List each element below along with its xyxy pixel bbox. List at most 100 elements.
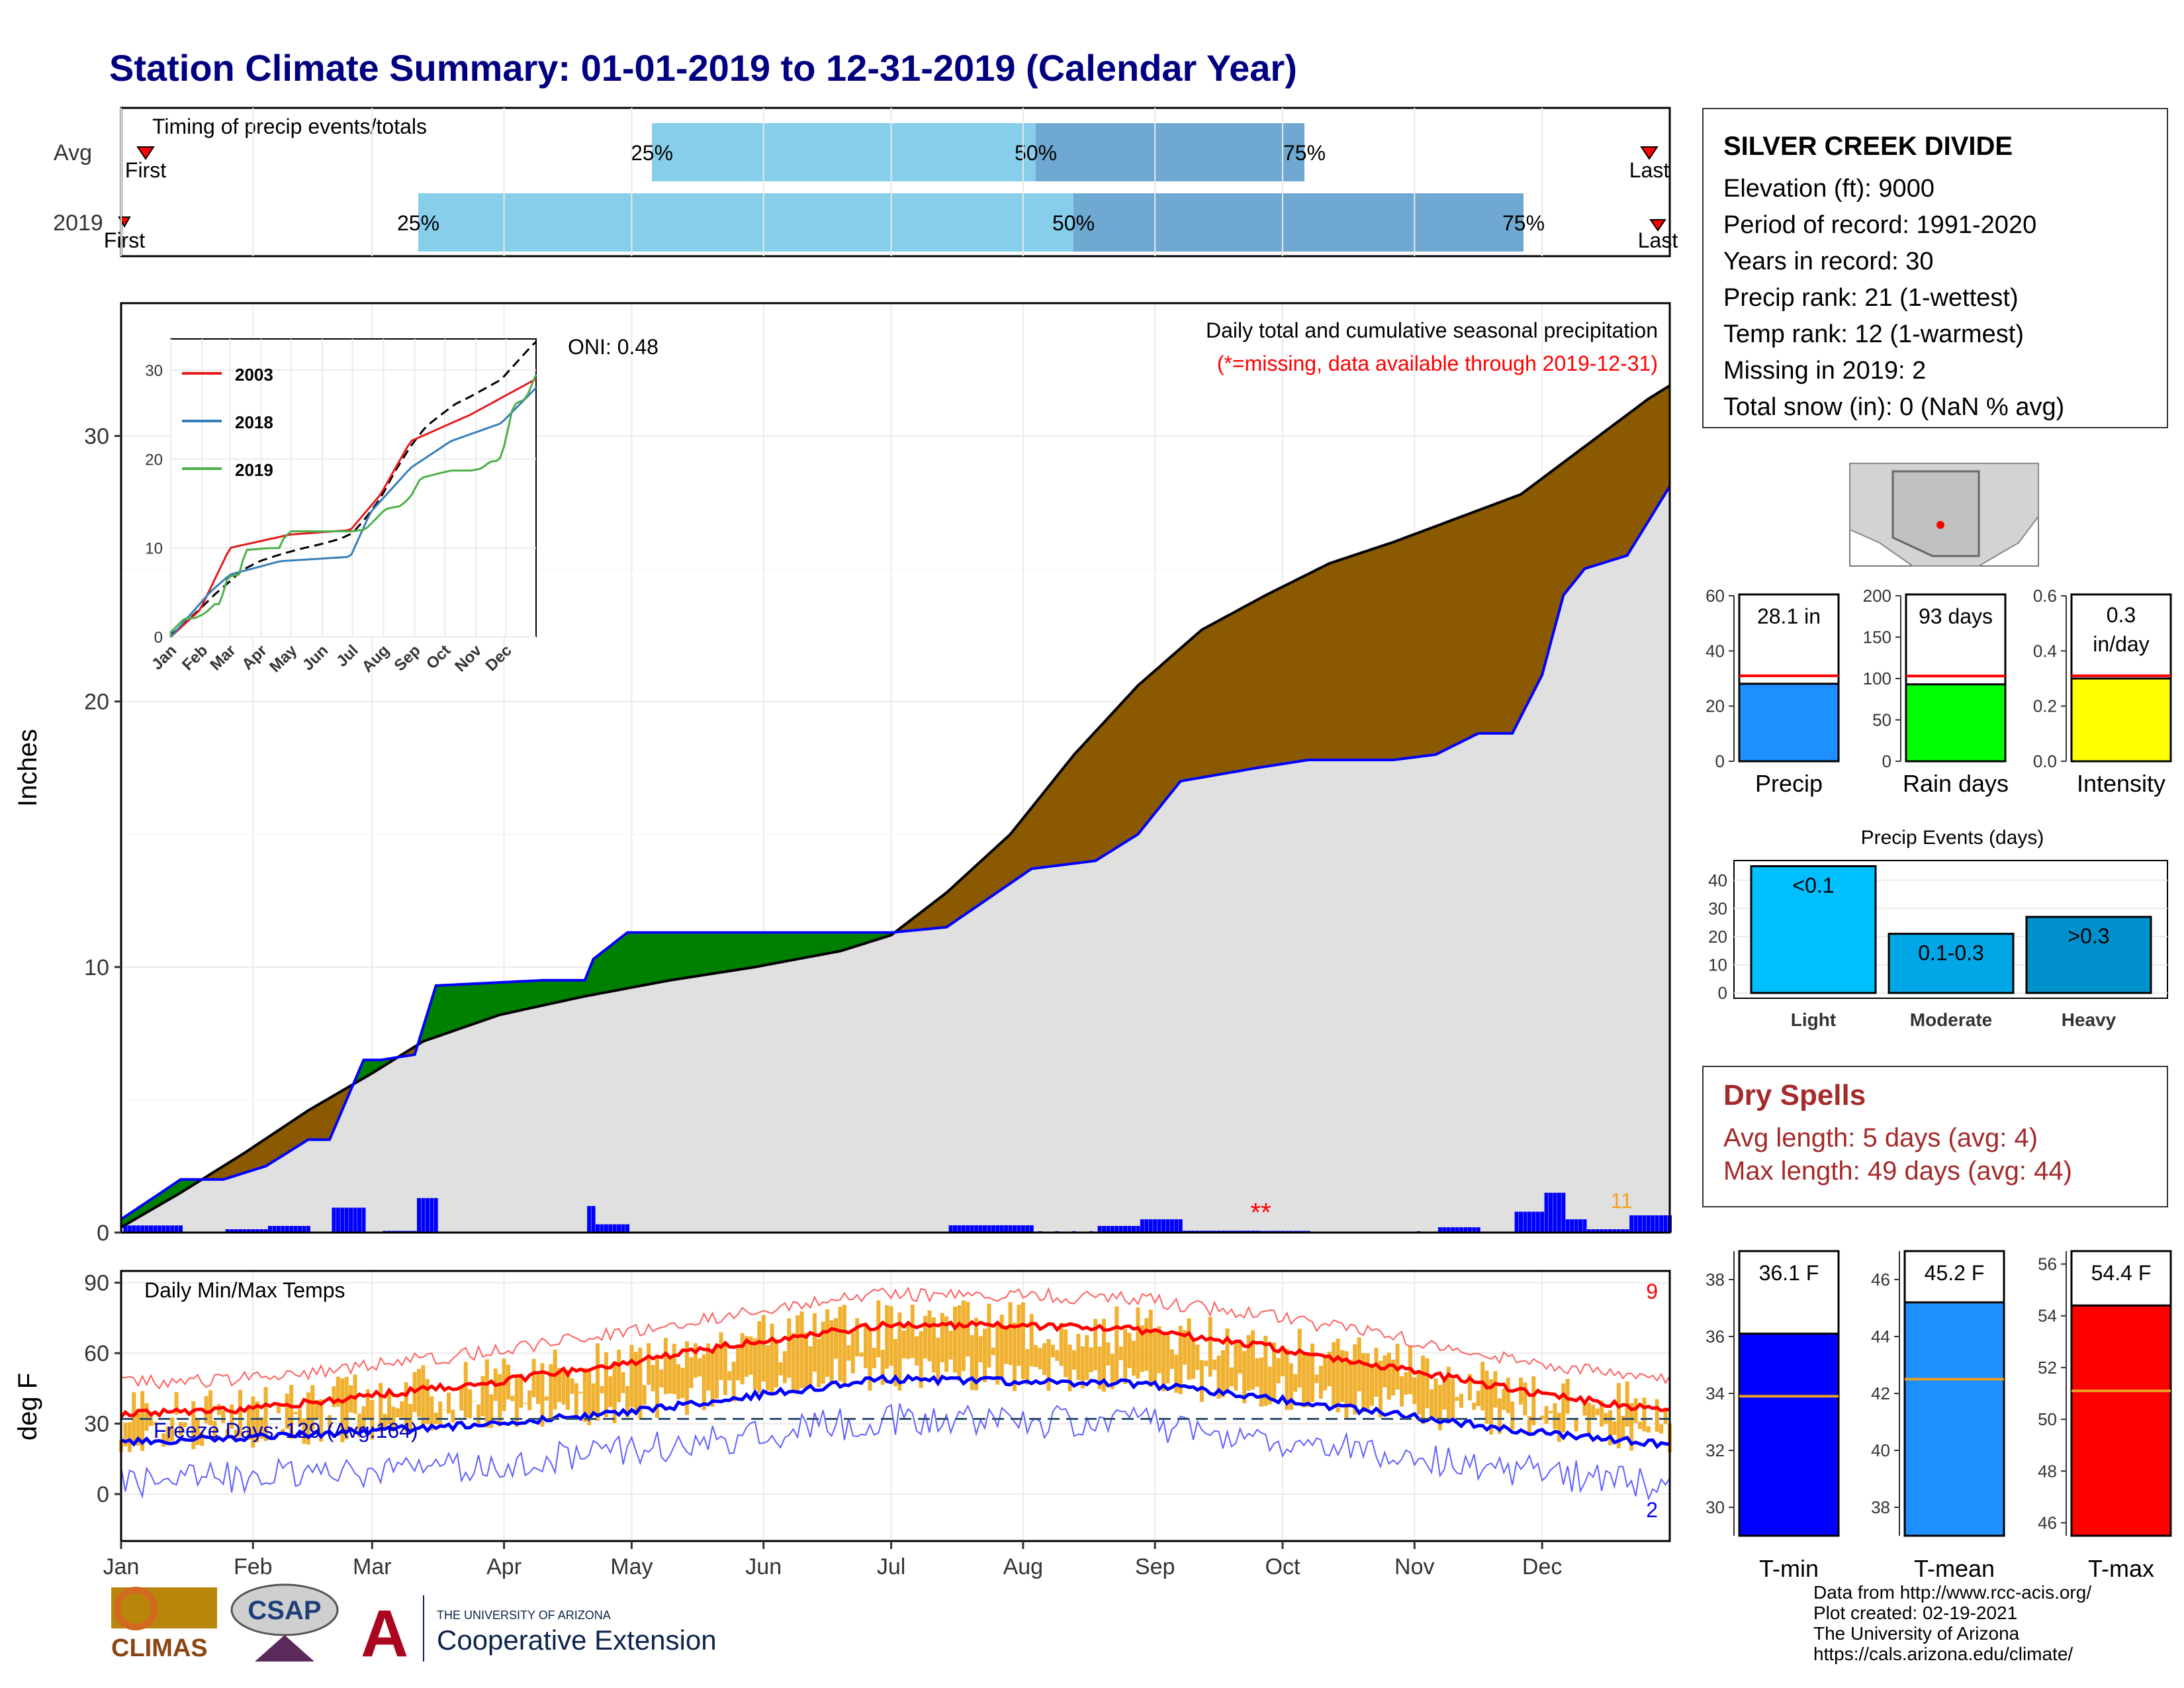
daily-precip-bar (999, 1225, 1004, 1233)
events-bar-label: <0.1 (1792, 874, 1834, 898)
temp-y-tick-label: 0 (97, 1482, 109, 1507)
daily-temp-bar (527, 1390, 532, 1411)
daily-temp-bar (1540, 1415, 1545, 1420)
daily-temp-bar (451, 1409, 455, 1423)
daily-temp-bar (868, 1331, 872, 1391)
daily-temp-bar (629, 1344, 634, 1407)
daily-temp-bar (1353, 1344, 1357, 1415)
daily-temp-bar (183, 1422, 187, 1427)
summary-category-label: Precip (1755, 770, 1823, 797)
avg-max-line (120, 1319, 1670, 1419)
daily-temp-bar (719, 1332, 723, 1380)
daily-precip-bar (1616, 1229, 1621, 1233)
legend-2018: 2018 (235, 412, 273, 432)
daily-temp-bar (1400, 1376, 1404, 1407)
daily-temp-bar (1153, 1330, 1158, 1383)
y2019-p50: 50% (1052, 211, 1095, 235)
events-tick-label: 10 (1708, 955, 1727, 974)
daily-precip-bar (251, 1229, 255, 1233)
events-category-label: Heavy (2062, 1009, 2116, 1030)
freeze-days: Freeze Days: 129 (Avg:164) (154, 1419, 418, 1442)
record-low-line (120, 1403, 1670, 1501)
daily-temp-bar (191, 1401, 196, 1450)
daily-precip-bar (1451, 1227, 1455, 1233)
dry-spells-title: Dry Spells (1723, 1079, 1866, 1111)
daily-temp-bar (161, 1433, 166, 1447)
summary-tick-label: 40 (1706, 641, 1725, 661)
daily-precip-bar (425, 1197, 430, 1233)
dry-spells-box: Dry Spells Avg length: 5 days (avg: 4) M… (1702, 1066, 2168, 1207)
daily-temp-bar (1110, 1354, 1115, 1389)
daily-temp-bar (379, 1383, 383, 1432)
daily-precip-bar (1663, 1215, 1668, 1233)
daily-temp-bar (561, 1367, 566, 1405)
daily-temp-bar (1642, 1397, 1647, 1432)
daily-temp-bar (1161, 1335, 1165, 1391)
daily-temp-bar (1361, 1353, 1366, 1413)
daily-temp-bar (889, 1306, 893, 1366)
daily-temp-bar (1191, 1341, 1195, 1380)
daily-precip-bar (165, 1225, 170, 1233)
daily-temp-bar (1267, 1366, 1272, 1405)
daily-precip-bar (1544, 1192, 1549, 1233)
daily-temp-bar (480, 1376, 485, 1417)
daily-temp-bar (885, 1305, 889, 1369)
daily-temp-bar (200, 1432, 205, 1446)
daily-precip-bar (344, 1207, 349, 1233)
daily-temp-bar (179, 1422, 183, 1436)
timing-label: Timing of precip events/totals (152, 115, 427, 138)
daily-temp-bar (344, 1377, 349, 1440)
daily-precip-bar (174, 1225, 179, 1233)
events-bar (1888, 933, 2015, 994)
daily-temp-bar (1102, 1319, 1106, 1392)
avg-last-label: Last (1629, 158, 1670, 182)
daily-temp-bar (1383, 1355, 1387, 1387)
daily-temp-bar (1306, 1354, 1310, 1407)
daily-temp-bar (966, 1301, 970, 1357)
daily-temp-bar (489, 1394, 494, 1429)
daily-precip-bar (140, 1225, 145, 1233)
temp-count-top: 9 (1646, 1280, 1658, 1303)
daily-temp-bar (557, 1368, 562, 1402)
daily-temp-bar (1055, 1350, 1060, 1361)
daily-temp-bar (582, 1368, 587, 1423)
daily-temp-bar (1178, 1325, 1183, 1395)
daily-temp-bar (1340, 1350, 1344, 1402)
daily-temp-bar (1638, 1421, 1642, 1429)
precip-events-chart: Precip Events (days) 0 10 20 30 40 <0.1 Light 0.… (1708, 827, 2168, 1030)
daily-temp-bar (281, 1429, 285, 1434)
daily-precip-bar (238, 1229, 242, 1233)
missing-marker: ** (1250, 1198, 1271, 1227)
y2019-last-marker (1649, 219, 1666, 232)
precip-frame (120, 302, 1671, 1234)
daily-temp-bar (638, 1347, 643, 1420)
daily-precip-bar (1527, 1211, 1531, 1233)
daily-temp-bar (1412, 1377, 1417, 1405)
daily-precip-bar (161, 1225, 166, 1233)
daily-temp-bar (1370, 1364, 1374, 1406)
daily-precip-bar (957, 1225, 962, 1233)
precip-y-axis: 0 10 20 30 (84, 424, 121, 1246)
daily-temp-bar (349, 1385, 353, 1413)
daily-temp-bar (1357, 1337, 1361, 1391)
daily-temp-bar (1238, 1341, 1242, 1374)
daily-precip-bar (153, 1225, 158, 1233)
daily-temp-bar (668, 1356, 672, 1394)
daily-temp-bar (1433, 1378, 1438, 1419)
station-marker (1936, 521, 1944, 529)
summary-bars: 0 20 40 60 28.1 in Precip 0 50 100 150 200 93 days R… (1706, 586, 2172, 797)
station-line: Elevation (ft): 9000 (1723, 175, 1934, 203)
daily-temp-bar (408, 1404, 413, 1431)
daily-precip-bar (1633, 1215, 1638, 1233)
daily-precip-bar (353, 1207, 357, 1233)
daily-temp-bar (1085, 1335, 1089, 1380)
events-bar (1750, 865, 1877, 994)
daily-precip-bar (1514, 1211, 1519, 1233)
daily-precip-bar (144, 1225, 149, 1233)
daily-precip-bar (1535, 1211, 1540, 1233)
daily-precip-bar (1148, 1219, 1153, 1233)
daily-temp-bar (1591, 1405, 1596, 1418)
daily-precip-bar (246, 1229, 251, 1233)
daily-temp-bar (332, 1386, 336, 1407)
daily-precip-bar (1437, 1227, 1442, 1233)
